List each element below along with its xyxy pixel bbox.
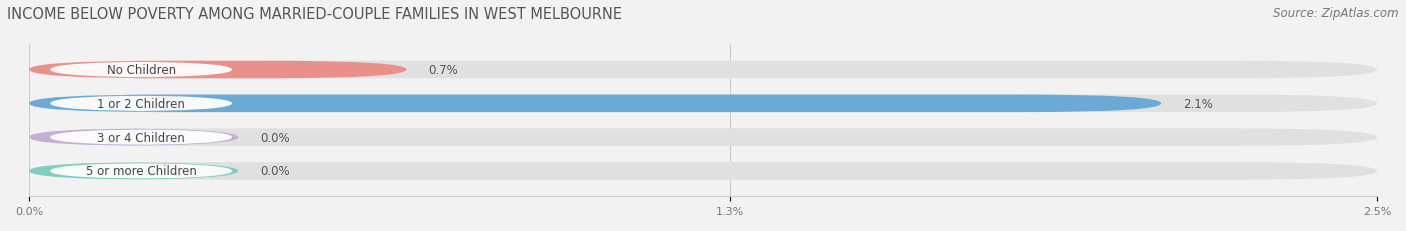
FancyBboxPatch shape (30, 129, 1376, 146)
FancyBboxPatch shape (30, 129, 239, 146)
FancyBboxPatch shape (51, 96, 232, 112)
Text: 5 or more Children: 5 or more Children (86, 165, 197, 178)
Text: 0.0%: 0.0% (260, 131, 290, 144)
FancyBboxPatch shape (30, 162, 1376, 180)
Text: Source: ZipAtlas.com: Source: ZipAtlas.com (1274, 7, 1399, 20)
FancyBboxPatch shape (30, 95, 1161, 113)
Text: 0.0%: 0.0% (260, 165, 290, 178)
FancyBboxPatch shape (30, 61, 406, 79)
FancyBboxPatch shape (51, 130, 232, 146)
Text: No Children: No Children (107, 64, 176, 77)
FancyBboxPatch shape (30, 95, 1376, 113)
FancyBboxPatch shape (51, 163, 232, 179)
Text: 2.1%: 2.1% (1182, 97, 1212, 110)
FancyBboxPatch shape (30, 162, 239, 180)
Text: 3 or 4 Children: 3 or 4 Children (97, 131, 186, 144)
Text: 1 or 2 Children: 1 or 2 Children (97, 97, 186, 110)
FancyBboxPatch shape (30, 61, 1376, 79)
Text: INCOME BELOW POVERTY AMONG MARRIED-COUPLE FAMILIES IN WEST MELBOURNE: INCOME BELOW POVERTY AMONG MARRIED-COUPL… (7, 7, 621, 22)
FancyBboxPatch shape (51, 62, 232, 78)
Text: 0.7%: 0.7% (427, 64, 458, 77)
